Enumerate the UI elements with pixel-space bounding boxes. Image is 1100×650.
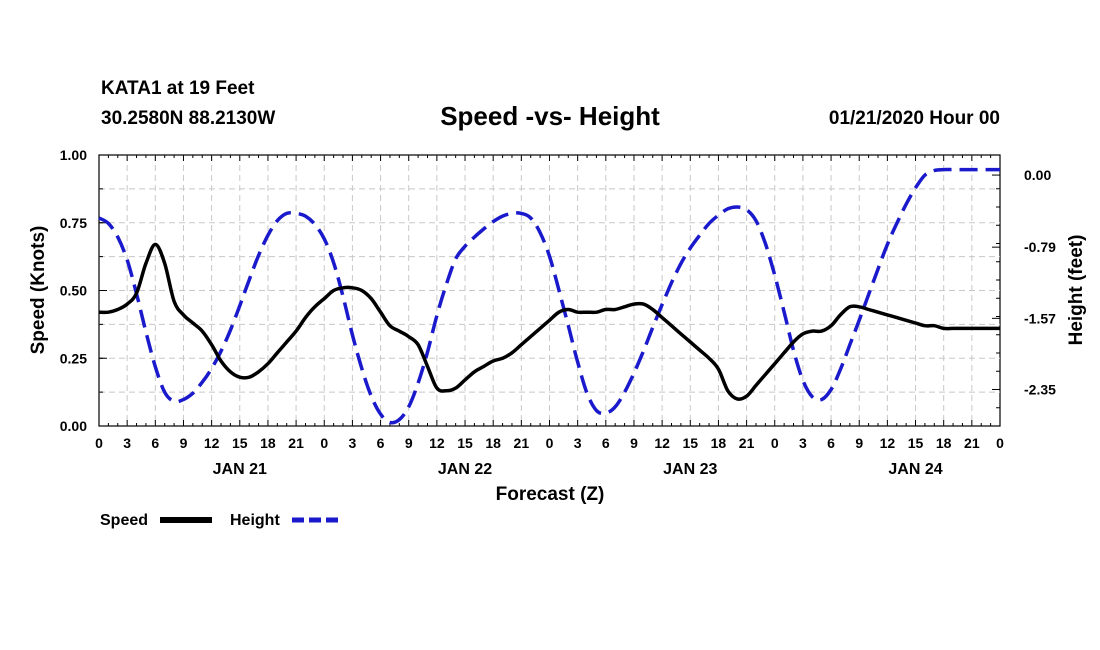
x-tick-label: 12 xyxy=(429,435,445,451)
x-tick-label: 3 xyxy=(123,435,131,451)
x-tick-label: 6 xyxy=(602,435,610,451)
y2-tick-label: 0.00 xyxy=(1024,167,1051,183)
day-label: JAN 21 xyxy=(213,461,267,478)
x-tick-label: 9 xyxy=(180,435,188,451)
x-tick-label: 3 xyxy=(574,435,582,451)
y2-tick-label: -1.57 xyxy=(1024,310,1056,326)
x-tick-label: 15 xyxy=(908,435,924,451)
grid xyxy=(99,155,1000,426)
y2-tick-label: -0.79 xyxy=(1024,239,1056,255)
chart-title: Speed -vs- Height xyxy=(440,101,660,131)
y-tick-label: 0.00 xyxy=(60,418,87,434)
x-tick-label: 0 xyxy=(771,435,779,451)
x-tick-label: 0 xyxy=(95,435,103,451)
x-tick-label: 15 xyxy=(682,435,698,451)
x-tick-label: 9 xyxy=(855,435,863,451)
y-tick-label: 1.00 xyxy=(60,147,87,163)
x-axis-label: Forecast (Z) xyxy=(496,484,605,505)
speed-series-line xyxy=(98,242,1000,401)
x-tick-label: 12 xyxy=(654,435,670,451)
series-group xyxy=(98,167,1000,425)
day-label: JAN 24 xyxy=(888,461,942,478)
x-tick-label: 6 xyxy=(377,435,385,451)
legend-speed-label: Speed xyxy=(100,512,148,529)
height-series-line xyxy=(98,167,1000,425)
x-tick-label: 9 xyxy=(405,435,413,451)
x-tick-label: 0 xyxy=(546,435,554,451)
y-tick-label: 0.75 xyxy=(60,215,87,231)
x-tick-label: 0 xyxy=(320,435,328,451)
x-tick-label: 3 xyxy=(799,435,807,451)
x-tick-label: 21 xyxy=(964,435,980,451)
forecast-datetime: 01/21/2020 Hour 00 xyxy=(829,108,1000,129)
day-label: JAN 22 xyxy=(438,461,492,478)
x-tick-label: 6 xyxy=(827,435,835,451)
x-tick-label: 18 xyxy=(260,435,276,451)
x-tick-label: 21 xyxy=(739,435,755,451)
x-tick-label: 3 xyxy=(349,435,357,451)
x-tick-label: 18 xyxy=(936,435,952,451)
day-label: JAN 23 xyxy=(663,461,717,478)
x-tick-label: 6 xyxy=(151,435,159,451)
x-tick-label: 15 xyxy=(457,435,473,451)
x-tick-label: 18 xyxy=(485,435,501,451)
y-tick-label: 0.25 xyxy=(60,350,87,366)
x-tick-label: 9 xyxy=(630,435,638,451)
y2-axis-label: Height (feet) xyxy=(1066,235,1087,346)
x-tick-label: 12 xyxy=(880,435,896,451)
coordinates-label: 30.2580N 88.2130W xyxy=(101,108,275,129)
station-label: KATA1 at 19 Feet xyxy=(101,78,255,99)
axis-ticks: 0 3 6 9 12 15 18 21 0 3 6 9 12 15 18 21 0 3 6 9 12 15 18 21 0 3 6 9… xyxy=(60,147,1056,478)
x-tick-label: 15 xyxy=(232,435,248,451)
y-tick-label: 0.50 xyxy=(60,283,87,299)
x-tick-label: 21 xyxy=(288,435,304,451)
x-tick-label: 18 xyxy=(711,435,727,451)
legend-height-label: Height xyxy=(230,512,280,529)
x-tick-label: 12 xyxy=(204,435,220,451)
y-axis-label: Speed (Knots) xyxy=(28,226,49,355)
legend: Speed Height xyxy=(100,512,342,529)
x-tick-label: 21 xyxy=(514,435,530,451)
x-tick-label: 0 xyxy=(996,435,1004,451)
y2-tick-label: -2.35 xyxy=(1024,382,1056,398)
